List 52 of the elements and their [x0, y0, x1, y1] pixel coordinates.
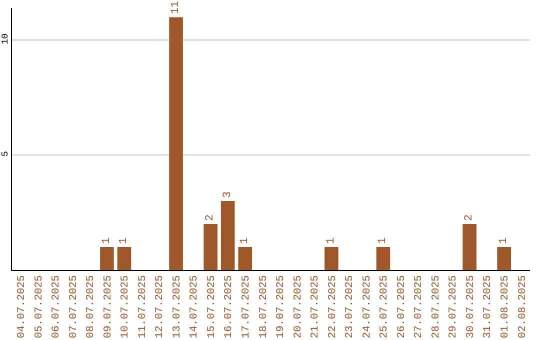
x-tick-label: 30.07.2025: [464, 275, 477, 338]
x-tick-label: 13.07.2025: [171, 275, 184, 338]
x-tick-label: 16.07.2025: [223, 275, 236, 338]
bar: [462, 224, 476, 270]
data-label: 11: [170, 0, 182, 14]
x-tick-label: 08.07.2025: [85, 275, 98, 338]
data-label: 2: [204, 214, 217, 222]
x-tick-label: 12.07.2025: [154, 275, 166, 338]
x-tick-label: 10.07.2025: [120, 275, 132, 338]
bar: [497, 247, 512, 270]
bar: [238, 247, 252, 270]
x-tick-label: 23.07.2025: [344, 275, 356, 338]
data-label: 1: [239, 237, 252, 244]
x-tick-label: 14.07.2025: [188, 275, 201, 338]
bar: [376, 247, 390, 270]
x-tick-label: 11.07.2025: [136, 275, 149, 338]
x-tick-label: 21.07.2025: [310, 275, 322, 338]
bar: [220, 201, 235, 270]
bar: [100, 247, 114, 270]
y-tick-label: 5: [0, 151, 10, 156]
x-tick-label: 02.08.2025: [516, 275, 529, 338]
data-label: 3: [222, 191, 234, 198]
x-tick-label: 27.07.2025: [413, 275, 426, 338]
x-tick-label: 06.07.2025: [50, 275, 63, 338]
x-tick-label: 25.07.2025: [378, 275, 391, 338]
x-tick-label: 31.07.2025: [482, 275, 494, 338]
x-tick-label: 24.07.2025: [361, 275, 374, 338]
bar: [117, 247, 132, 270]
x-tick-label: 22.07.2025: [326, 275, 339, 338]
x-tick-label: 26.07.2025: [396, 275, 408, 338]
x-tick-label: 09.07.2025: [102, 275, 114, 338]
data-label: 1: [377, 237, 390, 244]
data-label: 1: [118, 237, 130, 244]
data-label: 2: [464, 214, 476, 222]
x-tick-label: 19.07.2025: [275, 275, 288, 338]
x-tick-label: 29.07.2025: [448, 275, 460, 338]
x-tick-label: 05.07.2025: [33, 275, 46, 338]
x-tick-label: 15.07.2025: [206, 275, 218, 338]
x-tick-label: 28.07.2025: [430, 275, 442, 338]
data-label: 1: [100, 237, 113, 244]
bar: [169, 17, 183, 270]
x-tick-label: 17.07.2025: [240, 275, 253, 338]
bar: [324, 247, 338, 270]
x-tick-label: 07.07.2025: [68, 275, 80, 338]
y-tick-label: 10: [0, 33, 10, 44]
data-label: 1: [498, 237, 510, 244]
x-tick-label: 04.07.2025: [16, 275, 28, 338]
bar: [204, 224, 218, 270]
x-tick-label: 01.08.2025: [500, 275, 512, 338]
x-tick-label: 18.07.2025: [258, 275, 270, 338]
x-tick-label: 20.07.2025: [292, 275, 304, 338]
data-label: 1: [325, 237, 338, 244]
